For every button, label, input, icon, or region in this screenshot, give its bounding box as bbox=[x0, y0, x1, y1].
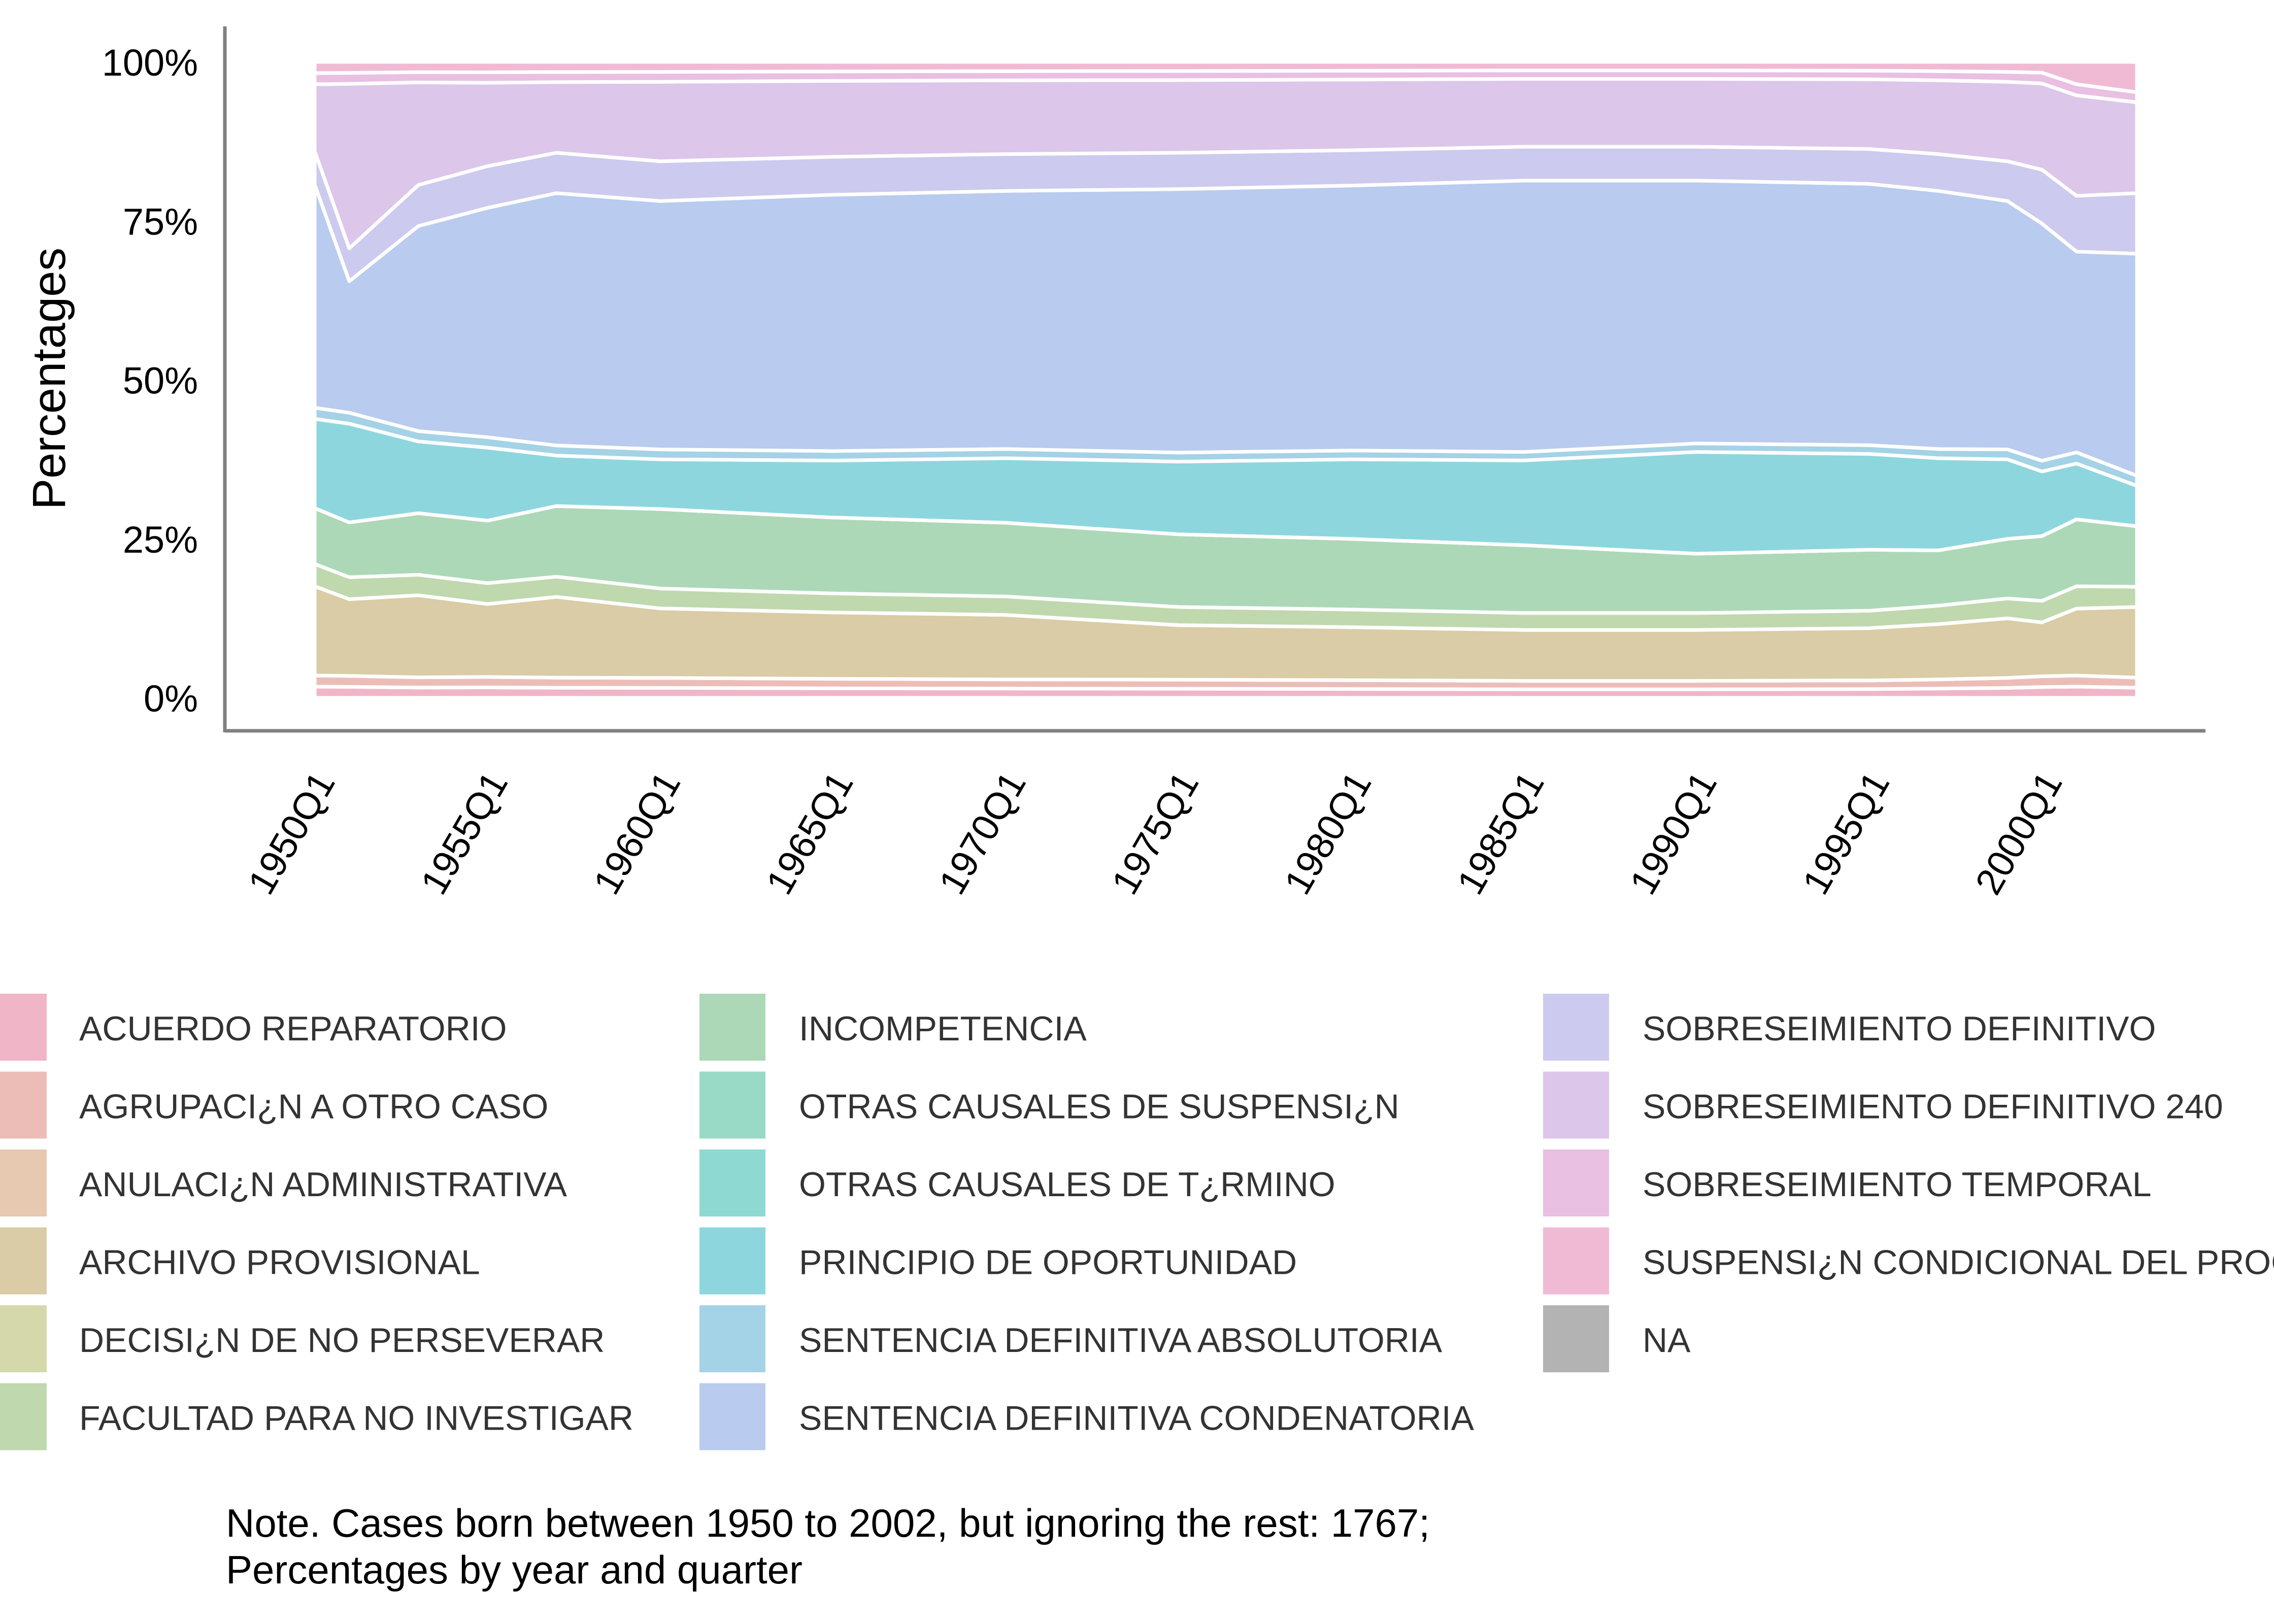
note-line-2: Percentages by year and quarter bbox=[226, 1547, 803, 1592]
x-tick-label: 2000Q1 bbox=[1967, 765, 2070, 902]
y-tick-label: 25% bbox=[123, 519, 198, 561]
legend-item: PRINCIPIO DE OPORTUNIDAD bbox=[699, 1227, 1297, 1295]
axes bbox=[223, 26, 2205, 733]
legend-swatch bbox=[0, 1227, 47, 1295]
y-tick-labels: 0% 25% 50% 75% 100% bbox=[102, 42, 198, 720]
area-series-12 bbox=[313, 179, 2139, 478]
legend-label: NA bbox=[1643, 1321, 1691, 1360]
legend-item: ACUERDO REPARATORIO bbox=[0, 994, 507, 1061]
x-tick-label: 1955Q1 bbox=[413, 765, 516, 902]
x-tick-label: 1995Q1 bbox=[1794, 765, 1898, 902]
legend-swatch bbox=[0, 1305, 47, 1372]
x-tick-label: 1975Q1 bbox=[1103, 765, 1207, 902]
legend-swatch bbox=[1543, 1305, 1609, 1372]
legend-label: ARCHIVO PROVISIONAL bbox=[79, 1243, 480, 1282]
y-tick-label: 50% bbox=[123, 360, 198, 402]
legend-swatch bbox=[1543, 994, 1609, 1061]
x-tick-label: 1965Q1 bbox=[758, 765, 861, 902]
legend-label: DECISI¿N DE NO PERSEVERAR bbox=[79, 1321, 605, 1360]
legend-item: NA bbox=[1543, 1305, 1691, 1372]
legend-swatch bbox=[1543, 1071, 1609, 1139]
legend-item: OTRAS CAUSALES DE SUSPENSI¿N bbox=[699, 1071, 1399, 1139]
legend-item: SOBRESEIMIENTO DEFINITIVO 240 bbox=[1543, 1071, 2223, 1139]
legend-swatch bbox=[699, 994, 765, 1061]
legend: ACUERDO REPARATORIO AGRUPACI¿N A OTRO CAS… bbox=[0, 994, 2274, 1450]
legend-item: SENTENCIA DEFINITIVA ABSOLUTORIA bbox=[699, 1305, 1443, 1372]
legend-label: OTRAS CAUSALES DE T¿RMINO bbox=[799, 1165, 1335, 1204]
x-tick-labels: 1950Q1 1955Q1 1960Q1 1965Q1 1970Q1 1975Q1 1980… bbox=[240, 765, 2070, 902]
legend-item: SUSPENSI¿N CONDICIONAL DEL PROCEDIMIENTO bbox=[1543, 1227, 2274, 1295]
note-line-1: Note. Cases born between 1950 to 2002, b… bbox=[226, 1501, 1430, 1545]
legend-label: SUSPENSI¿N CONDICIONAL DEL PROCEDIMIENTO bbox=[1643, 1243, 2274, 1282]
x-tick-label: 1950Q1 bbox=[240, 765, 343, 902]
legend-swatch bbox=[1543, 1227, 1609, 1295]
x-tick-label: 1980Q1 bbox=[1276, 765, 1380, 902]
legend-label: AGRUPACI¿N A OTRO CASO bbox=[79, 1088, 548, 1126]
legend-swatch bbox=[699, 1305, 765, 1372]
y-tick-label: 75% bbox=[123, 200, 198, 243]
legend-swatch bbox=[699, 1149, 765, 1216]
legend-label: PRINCIPIO DE OPORTUNIDAD bbox=[799, 1243, 1297, 1282]
legend-label: OTRAS CAUSALES DE SUSPENSI¿N bbox=[799, 1088, 1399, 1126]
legend-item: SOBRESEIMIENTO DEFINITIVO bbox=[1543, 994, 2156, 1061]
legend-label: SENTENCIA DEFINITIVA CONDENATORIA bbox=[799, 1399, 1475, 1438]
legend-swatch bbox=[0, 1149, 47, 1216]
legend-label: FACULTAD PARA NO INVESTIGAR bbox=[79, 1399, 633, 1438]
legend-item: SENTENCIA DEFINITIVA CONDENATORIA bbox=[699, 1383, 1475, 1450]
legend-label: INCOMPETENCIA bbox=[799, 1009, 1087, 1048]
y-tick-label: 0% bbox=[144, 678, 198, 720]
legend-item: FACULTAD PARA NO INVESTIGAR bbox=[0, 1383, 633, 1450]
legend-item: DECISI¿N DE NO PERSEVERAR bbox=[0, 1305, 605, 1372]
legend-label: SOBRESEIMIENTO TEMPORAL bbox=[1643, 1165, 2152, 1204]
legend-swatch bbox=[699, 1383, 765, 1450]
legend-item: ARCHIVO PROVISIONAL bbox=[0, 1227, 480, 1295]
legend-swatch bbox=[1543, 1149, 1609, 1216]
x-tick-label: 1990Q1 bbox=[1622, 765, 1725, 902]
legend-item: SOBRESEIMIENTO TEMPORAL bbox=[1543, 1149, 2152, 1216]
legend-swatch bbox=[0, 1071, 47, 1139]
x-tick-label: 1985Q1 bbox=[1449, 765, 1552, 902]
legend-swatch bbox=[699, 1071, 765, 1139]
chart-note: Note. Cases born between 1950 to 2002, b… bbox=[226, 1500, 1430, 1593]
x-tick-label: 1960Q1 bbox=[585, 765, 689, 902]
legend-label: SENTENCIA DEFINITIVA ABSOLUTORIA bbox=[799, 1321, 1443, 1360]
legend-label: SOBRESEIMIENTO DEFINITIVO 240 bbox=[1643, 1088, 2223, 1126]
legend-swatch bbox=[0, 1383, 47, 1450]
x-tick-label: 1970Q1 bbox=[930, 765, 1034, 902]
legend-item: AGRUPACI¿N A OTRO CASO bbox=[0, 1071, 548, 1139]
legend-item: ANULACI¿N ADMINISTRATIVA bbox=[0, 1149, 567, 1216]
y-tick-label: 100% bbox=[102, 42, 198, 84]
legend-label: SOBRESEIMIENTO DEFINITIVO bbox=[1643, 1009, 2156, 1048]
legend-item: INCOMPETENCIA bbox=[699, 994, 1087, 1061]
legend-label: ANULACI¿N ADMINISTRATIVA bbox=[79, 1165, 567, 1204]
plot-area bbox=[313, 60, 2139, 700]
legend-item: OTRAS CAUSALES DE T¿RMINO bbox=[699, 1149, 1335, 1216]
legend-swatch bbox=[0, 994, 47, 1061]
y-axis-label: Percentages bbox=[23, 248, 75, 510]
legend-label: ACUERDO REPARATORIO bbox=[79, 1009, 507, 1048]
legend-swatch bbox=[699, 1227, 765, 1295]
